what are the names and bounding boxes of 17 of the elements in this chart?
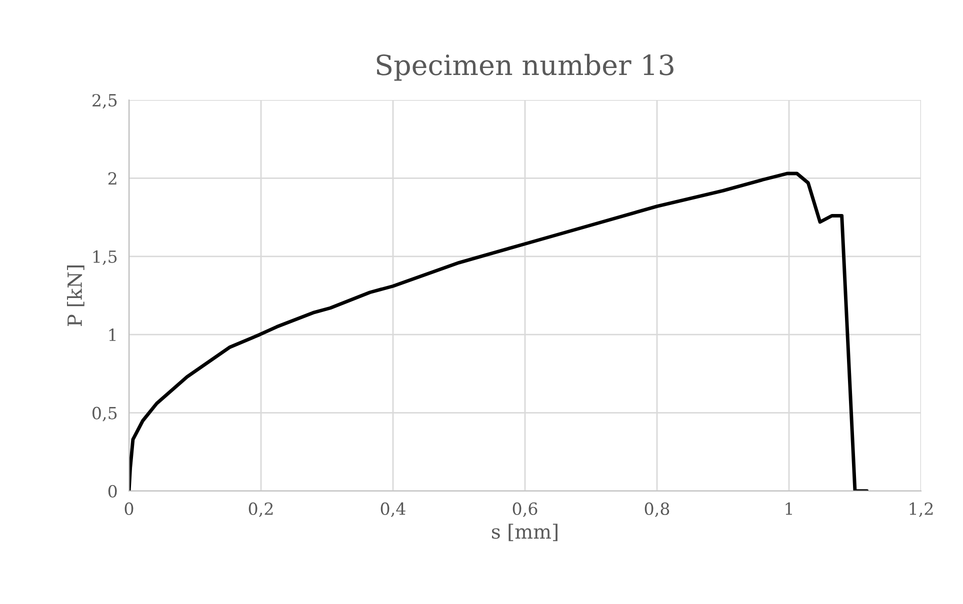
x-tick-label: 0 xyxy=(124,502,134,516)
chart-title: Specimen number 13 xyxy=(376,54,674,81)
y-axis-title: P [kN] xyxy=(67,266,84,326)
y-tick-label: 1,5 xyxy=(93,250,117,266)
y-tick-label: 2 xyxy=(108,172,116,185)
x-tick-label: 1,2 xyxy=(910,502,933,518)
line-series xyxy=(129,172,869,491)
x-tick-label: 0,4 xyxy=(380,502,406,518)
x-axis-title: s [mm] xyxy=(492,524,558,542)
x-tick-label: 1 xyxy=(786,502,792,515)
x-tick-label: 0,2 xyxy=(248,502,273,518)
x-tick-label: 0,6 xyxy=(512,502,538,518)
y-tick-label: 1 xyxy=(109,328,116,341)
x-tick-label: 0,8 xyxy=(644,502,670,518)
y-tick-label: 0 xyxy=(108,484,117,498)
y-tick-label: 2,5 xyxy=(92,94,117,109)
y-tick-label: 0,5 xyxy=(92,406,117,422)
